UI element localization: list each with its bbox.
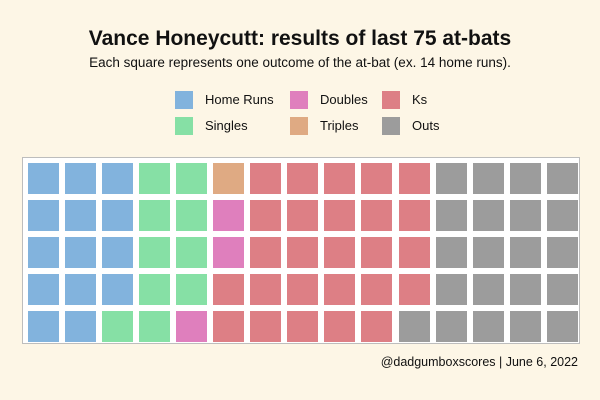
waffle-cell-outs xyxy=(472,236,504,268)
waffle-cell-ks xyxy=(250,162,282,194)
waffle-cell-home-runs xyxy=(64,273,96,305)
legend-swatch-home-runs xyxy=(175,91,193,109)
waffle-cell-home-runs xyxy=(64,199,96,231)
credit-line: @dadgumboxscores | June 6, 2022 xyxy=(380,355,578,369)
waffle-cell-ks xyxy=(398,273,430,305)
legend-label-ks: Ks xyxy=(412,92,428,107)
waffle-cell-outs xyxy=(435,273,467,305)
legend-label-singles: Singles xyxy=(205,118,248,133)
waffle-cell-ks xyxy=(361,162,393,194)
waffle-cell-ks xyxy=(213,310,244,342)
waffle-cell-singles xyxy=(175,199,207,231)
waffle-cell-singles xyxy=(175,236,207,268)
waffle-cell-doubles xyxy=(175,310,207,342)
waffle-cell-singles xyxy=(101,310,133,342)
waffle-cell-singles xyxy=(175,162,207,194)
waffle-cell-ks xyxy=(324,310,356,342)
waffle-cell-singles xyxy=(138,310,170,342)
waffle-cell-singles xyxy=(138,162,170,194)
waffle-cell-home-runs xyxy=(64,162,96,194)
waffle-cell-triples xyxy=(213,162,244,194)
waffle-cell-ks xyxy=(398,199,430,231)
waffle-cell-outs xyxy=(509,273,541,305)
legend-item-triples: Triples xyxy=(290,115,359,137)
waffle-cell-home-runs xyxy=(27,236,59,268)
legend-item-ks: Ks xyxy=(382,89,427,111)
waffle-cell-outs xyxy=(472,310,504,342)
waffle-cell-outs xyxy=(472,199,504,231)
waffle-cell-ks xyxy=(398,236,430,268)
waffle-cell-outs xyxy=(435,310,467,342)
legend: Home Runs Singles Doubles Triples Ks Outs xyxy=(175,89,475,137)
waffle-cell-outs xyxy=(509,310,541,342)
legend-swatch-outs xyxy=(382,117,400,135)
waffle-cell-ks xyxy=(324,162,356,194)
legend-swatch-triples xyxy=(290,117,308,135)
waffle-cell-ks xyxy=(250,273,282,305)
legend-item-home-runs: Home Runs xyxy=(175,89,274,111)
waffle-cell-home-runs xyxy=(27,310,59,342)
waffle-cell-ks xyxy=(250,310,282,342)
waffle-cell-outs xyxy=(435,236,467,268)
waffle-cell-outs xyxy=(546,199,578,231)
waffle-cell-outs xyxy=(435,162,467,194)
waffle-cell-outs xyxy=(435,199,467,231)
legend-label-home-runs: Home Runs xyxy=(205,92,274,107)
waffle-cell-ks xyxy=(287,273,319,305)
waffle-cell-ks xyxy=(324,273,356,305)
waffle-grid xyxy=(22,157,580,344)
legend-label-triples: Triples xyxy=(320,118,359,133)
waffle-cell-doubles xyxy=(213,236,244,268)
legend-item-singles: Singles xyxy=(175,115,248,137)
waffle-cell-ks xyxy=(361,273,393,305)
waffle-cell-ks xyxy=(287,162,319,194)
legend-label-outs: Outs xyxy=(412,118,440,133)
waffle-cell-outs xyxy=(546,236,578,268)
waffle-cell-ks xyxy=(287,236,319,268)
waffle-cell-ks xyxy=(287,310,319,342)
waffle-cell-singles xyxy=(138,199,170,231)
waffle-cell-ks xyxy=(250,199,282,231)
waffle-cell-singles xyxy=(138,273,170,305)
legend-label-doubles: Doubles xyxy=(320,92,368,107)
waffle-cell-singles xyxy=(175,273,207,305)
waffle-cell-ks xyxy=(324,236,356,268)
legend-item-outs: Outs xyxy=(382,115,439,137)
waffle-cell-outs xyxy=(472,273,504,305)
waffle-cell-home-runs xyxy=(64,236,96,268)
waffle-cell-ks xyxy=(213,273,244,305)
waffle-cell-outs xyxy=(546,273,578,305)
waffle-cell-ks xyxy=(250,236,282,268)
waffle-cell-home-runs xyxy=(101,162,133,194)
waffle-cell-home-runs xyxy=(27,199,59,231)
waffle-cell-outs xyxy=(546,162,578,194)
waffle-cell-ks xyxy=(361,236,393,268)
waffle-cell-doubles xyxy=(213,199,244,231)
waffle-cell-ks xyxy=(398,162,430,194)
waffle-cell-home-runs xyxy=(27,162,59,194)
waffle-cell-ks xyxy=(361,199,393,231)
waffle-cell-outs xyxy=(509,199,541,231)
legend-item-doubles: Doubles xyxy=(290,89,368,111)
waffle-cell-outs xyxy=(398,310,430,342)
waffle-cell-home-runs xyxy=(101,236,133,268)
legend-swatch-ks xyxy=(382,91,400,109)
chart-subtitle: Each square represents one outcome of th… xyxy=(89,55,511,70)
waffle-cell-home-runs xyxy=(101,199,133,231)
waffle-cell-home-runs xyxy=(101,273,133,305)
waffle-cell-outs xyxy=(472,162,504,194)
waffle-cell-home-runs xyxy=(27,273,59,305)
chart-title: Vance Honeycutt: results of last 75 at-b… xyxy=(88,27,512,50)
waffle-cell-home-runs xyxy=(64,310,96,342)
waffle-cell-singles xyxy=(138,236,170,268)
legend-swatch-doubles xyxy=(290,91,308,109)
waffle-cell-outs xyxy=(509,162,541,194)
waffle-cell-outs xyxy=(546,310,578,342)
waffle-cell-ks xyxy=(361,310,393,342)
legend-swatch-singles xyxy=(175,117,193,135)
waffle-cell-ks xyxy=(324,199,356,231)
waffle-cell-ks xyxy=(287,199,319,231)
waffle-cell-outs xyxy=(509,236,541,268)
